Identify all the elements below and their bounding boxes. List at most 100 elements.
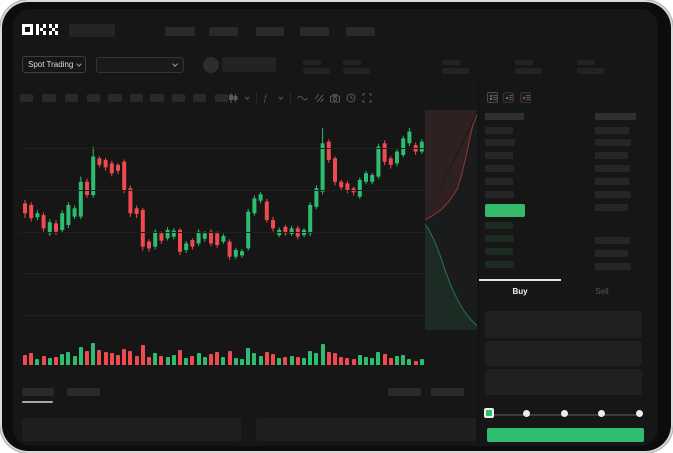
clock-icon[interactable] xyxy=(346,93,356,103)
volume-bar xyxy=(277,358,282,365)
volume-bar xyxy=(202,357,207,365)
slider-stop[interactable] xyxy=(560,410,568,417)
toolbar-divider xyxy=(256,93,257,103)
order-form-field[interactable] xyxy=(485,341,642,366)
chevron-down-icon xyxy=(172,61,178,67)
chevron-down-icon[interactable] xyxy=(244,95,250,101)
volume-bar xyxy=(302,358,306,365)
volume-bar xyxy=(314,353,319,365)
trades-row[interactable] xyxy=(595,178,629,185)
timeframe-button[interactable] xyxy=(130,94,143,102)
trades-row[interactable] xyxy=(595,127,629,134)
nav-item-placeholder[interactable] xyxy=(209,27,238,36)
orderbook-combined-icon[interactable] xyxy=(487,92,498,103)
ask-row[interactable] xyxy=(485,191,514,198)
timeframe-button[interactable] xyxy=(42,94,56,102)
ask-row[interactable] xyxy=(485,127,513,134)
volume-bar xyxy=(134,356,139,365)
stat-value-placeholder xyxy=(577,68,604,74)
chevron-down-icon[interactable] xyxy=(278,95,284,101)
timeframe-button[interactable] xyxy=(65,94,78,102)
trades-row[interactable] xyxy=(595,237,630,244)
volume-bar xyxy=(35,359,40,365)
order-form-field[interactable] xyxy=(485,369,642,395)
bid-row[interactable] xyxy=(485,235,514,242)
bottom-action-placeholder[interactable] xyxy=(431,388,464,396)
tab-sell[interactable]: Sell xyxy=(595,286,609,296)
volume-bar xyxy=(109,353,114,365)
orderbook-bids-icon[interactable] xyxy=(503,92,514,103)
volume-bar xyxy=(271,354,275,365)
trades-row[interactable] xyxy=(595,165,630,172)
nav-item-placeholder[interactable] xyxy=(256,27,284,36)
search-input[interactable] xyxy=(69,24,115,37)
active-tab-underline xyxy=(22,401,53,403)
volume-bar xyxy=(283,357,288,365)
market-type-dropdown[interactable]: Spot Trading xyxy=(22,56,86,73)
volume-bar xyxy=(190,356,195,365)
volume-bar xyxy=(91,343,96,365)
volume-bar xyxy=(153,353,158,365)
indicator-icon[interactable]: f xyxy=(263,93,272,103)
volume-bar xyxy=(419,359,424,365)
stat-value-placeholder xyxy=(303,68,330,74)
market-type-label: Spot Trading xyxy=(28,60,74,69)
candles-icon[interactable] xyxy=(228,93,238,103)
bid-row[interactable] xyxy=(485,248,513,255)
trades-row[interactable] xyxy=(595,152,628,159)
trades-row[interactable] xyxy=(595,263,631,270)
tab-buy[interactable]: Buy xyxy=(512,286,528,296)
timeframe-button[interactable] xyxy=(193,94,206,102)
trades-row[interactable] xyxy=(595,191,631,198)
fullscreen-icon[interactable] xyxy=(362,93,372,103)
orderbook-last-price[interactable] xyxy=(485,204,525,217)
bottom-tab[interactable] xyxy=(67,388,100,396)
volume-bar xyxy=(184,358,189,365)
volume-bar xyxy=(72,356,77,365)
volume-bar xyxy=(54,357,58,365)
volume-bar xyxy=(165,357,170,365)
wave-icon[interactable] xyxy=(297,94,308,102)
volume-bar xyxy=(364,357,368,365)
compare-icon[interactable] xyxy=(314,93,324,103)
chevron-down-icon xyxy=(76,60,83,67)
rows-glyph xyxy=(526,95,530,100)
volume-bar xyxy=(116,355,120,365)
timeframe-button[interactable] xyxy=(150,94,164,102)
volume-bar xyxy=(140,345,145,365)
timeframe-button[interactable] xyxy=(20,94,33,102)
slider-handle[interactable] xyxy=(484,408,494,418)
bottom-tab[interactable] xyxy=(22,388,54,396)
trades-row[interactable] xyxy=(595,204,628,211)
slider-stop[interactable] xyxy=(635,410,643,417)
ask-row[interactable] xyxy=(485,178,513,185)
camera-icon[interactable] xyxy=(330,93,340,103)
slider-stop[interactable] xyxy=(598,410,605,417)
nav-item-placeholder[interactable] xyxy=(165,27,195,36)
timeframe-button[interactable] xyxy=(108,94,122,102)
ask-row[interactable] xyxy=(485,165,514,172)
trades-row[interactable] xyxy=(595,250,628,257)
nav-item-placeholder[interactable] xyxy=(346,27,375,36)
ask-row[interactable] xyxy=(485,152,513,159)
nav-item-placeholder[interactable] xyxy=(300,27,329,36)
bid-row[interactable] xyxy=(485,261,514,268)
buy-submit-button[interactable] xyxy=(487,428,644,442)
pair-dropdown[interactable] xyxy=(96,57,184,73)
timeframe-button[interactable] xyxy=(215,94,228,102)
depth-dots xyxy=(523,96,525,99)
timeframe-button[interactable] xyxy=(87,94,100,102)
slider-stop[interactable] xyxy=(523,410,530,417)
avatar[interactable] xyxy=(203,57,219,73)
timeframe-button[interactable] xyxy=(172,94,185,102)
order-form-field[interactable] xyxy=(485,311,642,338)
depth-chart xyxy=(424,110,478,330)
ask-row[interactable] xyxy=(485,139,515,146)
trades-row[interactable] xyxy=(595,139,631,146)
volume-bar xyxy=(171,355,176,365)
volume-bar xyxy=(178,350,182,365)
orderbook-asks-icon[interactable] xyxy=(520,92,531,103)
bid-row[interactable] xyxy=(485,222,513,229)
bottom-action-placeholder[interactable] xyxy=(388,388,421,396)
volume-bar xyxy=(264,352,269,365)
